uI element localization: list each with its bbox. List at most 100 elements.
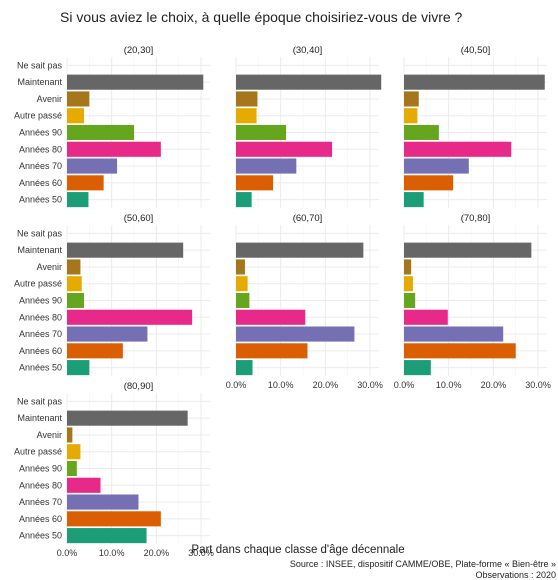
facet-60-70: (60,70] 0.0% 10.0% 20.0% 30.0% [226, 213, 383, 390]
y-tick-label: Années 60 [19, 514, 62, 524]
caption-source: Source : INSEE, dispositif CAMME/OBE, Pl… [290, 559, 556, 569]
facet-20-30: (20,30] Ne sait pas Maintenant Avenir Autre … [14, 45, 210, 208]
y-tick-label: Maintenant [17, 245, 62, 255]
bar-ann-es-50 [404, 192, 424, 208]
y-tick-label: Années 50 [19, 531, 62, 541]
bar-ann-es-60 [236, 175, 274, 191]
y-tick-label: Ne sait pas [17, 228, 63, 238]
bar-ann-es-90 [404, 292, 416, 309]
y-tick-label: Années 70 [19, 497, 62, 507]
x-tick-label: 0.0% [394, 380, 415, 390]
bar-ann-es-90 [67, 124, 135, 141]
facet-title: (50,60] [124, 213, 154, 224]
bar-ann-es-70 [67, 158, 118, 174]
bar-ann-es-80 [67, 477, 101, 493]
y-tick-label: Années 80 [19, 480, 62, 490]
bar-avenir [404, 91, 419, 107]
facet-title: (30,40] [293, 45, 323, 56]
bar-ann-es-70 [236, 158, 297, 174]
bar-ann-es-60 [67, 511, 161, 527]
chart-title: Si vous aviez le choix, à quelle époque … [60, 9, 463, 25]
y-tick-label: Maintenant [17, 77, 62, 87]
y-tick-label: Maintenant [17, 413, 62, 423]
bar-ann-es-70 [404, 326, 504, 342]
facet-title: (20,30] [124, 45, 154, 56]
y-tick-label: Ne sait pas [17, 396, 63, 406]
bar-ann-es-50 [67, 360, 90, 376]
y-tick-label: Avenir [37, 94, 62, 104]
bar-ann-es-60 [67, 343, 123, 359]
bar-ann-es-90 [67, 460, 77, 477]
y-tick-label: Avenir [37, 262, 62, 272]
bar-autre-pass [404, 276, 413, 292]
x-tick-label: 0.0% [57, 548, 78, 558]
x-tick-label: 20.0% [144, 548, 170, 558]
bar-autre-pass [236, 276, 248, 292]
x-axis-label: Part dans chaque classe d'âge décennale [191, 544, 404, 556]
bar-ann-es-60 [67, 175, 104, 191]
bar-ann-es-90 [236, 124, 287, 141]
bar-ann-es-80 [236, 309, 306, 325]
y-tick-label: Années 80 [19, 312, 62, 322]
y-tick-label: Années 60 [19, 346, 62, 356]
bar-maintenant [404, 242, 532, 258]
bar-ann-es-50 [236, 360, 253, 376]
bar-ann-es-80 [67, 141, 161, 157]
bar-avenir [67, 91, 90, 107]
x-tick-label: 30.0% [357, 380, 383, 390]
bar-ann-es-90 [67, 292, 84, 309]
x-tick-label: 10.0% [436, 380, 462, 390]
bar-maintenant [236, 242, 364, 258]
facet-title: (80,90] [124, 381, 154, 392]
facet-title: (60,70] [293, 213, 323, 224]
y-tick-label: Autre passé [14, 111, 62, 121]
y-tick-label: Années 50 [19, 195, 62, 205]
y-tick-label: Autre passé [14, 279, 62, 289]
x-tick-label: 20.0% [481, 380, 507, 390]
bar-avenir [404, 259, 412, 275]
caption-observations: Observations : 2020 [475, 570, 556, 580]
bar-ann-es-50 [236, 192, 252, 208]
bar-ann-es-50 [404, 360, 431, 376]
facet-40-50: (40,50] [403, 45, 547, 208]
y-tick-label: Années 50 [19, 363, 62, 373]
bar-maintenant [404, 74, 545, 90]
facet-80-90: (80,90] Ne sait pas Maintenant Avenir Autre … [14, 381, 214, 558]
facet-title: (40,50] [461, 45, 491, 56]
x-tick-label: 20.0% [313, 380, 339, 390]
y-tick-label: Années 80 [19, 144, 62, 154]
x-tick-label: 0.0% [226, 380, 247, 390]
y-tick-label: Ne sait pas [17, 60, 63, 70]
bar-ann-es-70 [67, 494, 139, 510]
y-tick-label: Années 90 [19, 128, 62, 138]
bar-maintenant [67, 74, 204, 90]
facet-70-80: (70,80] 0.0% 10.0% 20.0% 30.0% [394, 213, 551, 390]
bar-autre-pass [236, 108, 257, 124]
facets: (20,30] Ne sait pas Maintenant Avenir Autre … [14, 45, 551, 558]
bar-ann-es-80 [236, 141, 333, 157]
bar-ann-es-80 [404, 309, 448, 325]
bar-autre-pass [67, 108, 84, 124]
bar-ann-es-70 [236, 326, 355, 342]
bar-avenir [236, 259, 245, 275]
bar-ann-es-80 [67, 309, 193, 325]
y-tick-label: Années 60 [19, 178, 62, 188]
y-tick-label: Années 70 [19, 161, 62, 171]
x-tick-label: 30.0% [525, 380, 551, 390]
bar-avenir [67, 259, 81, 275]
bar-ann-es-90 [404, 124, 439, 141]
x-tick-label: 10.0% [268, 380, 294, 390]
bar-avenir [67, 427, 73, 443]
y-tick-label: Années 70 [19, 329, 62, 339]
y-tick-label: Années 90 [19, 464, 62, 474]
bar-ann-es-90 [236, 292, 250, 309]
y-tick-label: Avenir [37, 430, 62, 440]
bar-ann-es-70 [67, 326, 148, 342]
facet-30-40: (30,40] [235, 45, 382, 208]
y-tick-label: Années 90 [19, 296, 62, 306]
bar-autre-pass [67, 444, 81, 460]
bar-ann-es-60 [404, 175, 454, 191]
x-tick-label: 10.0% [99, 548, 125, 558]
x-tick-label: 30.0% [188, 548, 214, 558]
